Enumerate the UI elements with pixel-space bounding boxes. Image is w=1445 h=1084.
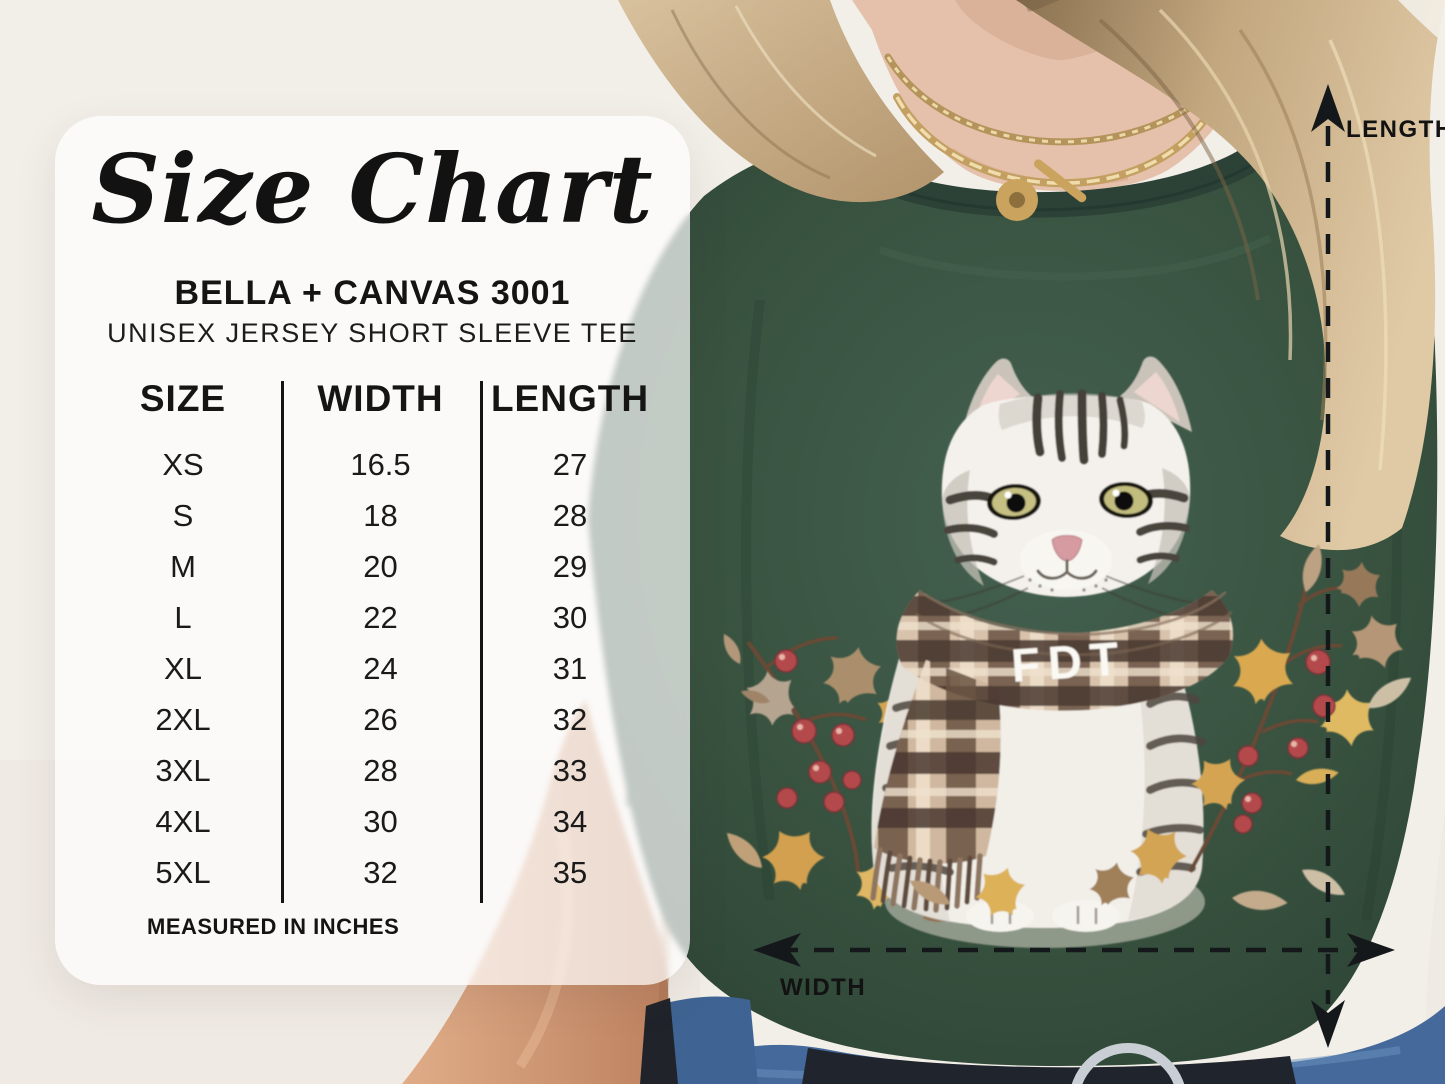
size-cell: S — [172, 497, 194, 533]
length-cell: 35 — [552, 854, 588, 890]
width-cell: 24 — [363, 650, 398, 686]
tshirt-design: FDT — [718, 356, 1417, 948]
size-chart-card: Size Chart BELLA + CANVAS 3001 UNISEX JE… — [55, 116, 690, 985]
arrow-right-icon — [1347, 933, 1395, 967]
column-divider — [480, 381, 483, 903]
width-cell: 28 — [363, 752, 398, 788]
arrow-down-icon — [1311, 1000, 1345, 1048]
size-cell: L — [174, 599, 192, 635]
col-header-width: WIDTH — [317, 378, 444, 419]
table-row: 4XL 30 34 — [85, 796, 660, 847]
length-cell: 34 — [552, 803, 588, 839]
table-body: XS 16.5 27 S 18 28 M 20 29 L 22 30 — [85, 439, 660, 898]
width-cell: 16.5 — [350, 446, 411, 482]
table-row: XL 24 31 — [85, 643, 660, 694]
table-row: M 20 29 — [85, 541, 660, 592]
table-row: 2XL 26 32 — [85, 694, 660, 745]
col-header-size: SIZE — [139, 378, 227, 419]
size-cell: 4XL — [155, 803, 211, 839]
length-cell: 27 — [552, 446, 588, 482]
size-table: SIZE WIDTH LENGTH XS 16.5 27 S 18 28 M 2… — [85, 371, 660, 903]
arrow-left-icon — [753, 933, 801, 967]
flower-pendant — [996, 159, 1087, 221]
jeans-hip-patch — [656, 996, 758, 1084]
measurement-note: MEASURED IN INCHES — [147, 914, 400, 939]
backdrop-corner — [1398, 0, 1445, 44]
size-cell: 2XL — [155, 701, 211, 737]
width-label: WIDTH — [780, 974, 866, 1001]
table-row: S 18 28 — [85, 490, 660, 541]
cat-eyes — [987, 481, 1153, 521]
size-cell: XS — [162, 446, 204, 482]
table-header-row: SIZE WIDTH LENGTH — [85, 371, 660, 427]
width-cell: 26 — [363, 701, 398, 737]
table-row: 3XL 28 33 — [85, 745, 660, 796]
tshirt — [588, 120, 1438, 1066]
length-cell: 33 — [552, 752, 588, 788]
length-cell: 32 — [552, 701, 588, 737]
product-subtitle: UNISEX JERSEY SHORT SLEEVE TEE — [107, 318, 638, 348]
foliage-right-graphic — [905, 541, 1417, 928]
size-cell: 5XL — [155, 854, 211, 890]
length-cell: 31 — [552, 650, 588, 686]
col-header-length: LENGTH — [490, 378, 650, 419]
cat-nose — [1051, 535, 1083, 562]
length-measurement: LENGTH — [1311, 84, 1445, 1048]
model — [402, 0, 1445, 1084]
foliage-left-graphic — [718, 631, 967, 926]
table-row: L 22 30 — [85, 592, 660, 643]
table-row: 5XL 32 35 — [85, 847, 660, 898]
fdt-monogram: FDT — [1009, 631, 1128, 692]
hair-left-lock — [618, 0, 944, 203]
column-divider — [281, 381, 284, 903]
width-measurement: WIDTH — [753, 933, 1395, 1001]
table-row: XS 16.5 27 — [85, 439, 660, 490]
cat-head — [941, 395, 1191, 597]
length-cell: 30 — [552, 599, 588, 635]
length-label: LENGTH — [1346, 116, 1445, 143]
card-title: Size Chart — [91, 134, 654, 245]
brand-line: BELLA + CANVAS 3001 — [174, 274, 571, 312]
width-cell: 30 — [363, 803, 398, 839]
arrow-up-icon — [1311, 84, 1345, 132]
size-cell: XL — [164, 650, 202, 686]
width-cell: 22 — [363, 599, 398, 635]
size-cell: 3XL — [155, 752, 211, 788]
hair-right — [1016, 0, 1445, 551]
width-cell: 20 — [363, 548, 398, 584]
length-cell: 29 — [552, 548, 588, 584]
width-cell: 18 — [363, 497, 398, 533]
belt-ring — [1071, 1043, 1185, 1084]
size-cell: M — [170, 548, 196, 584]
width-cell: 32 — [363, 854, 398, 890]
length-cell: 28 — [552, 497, 588, 533]
